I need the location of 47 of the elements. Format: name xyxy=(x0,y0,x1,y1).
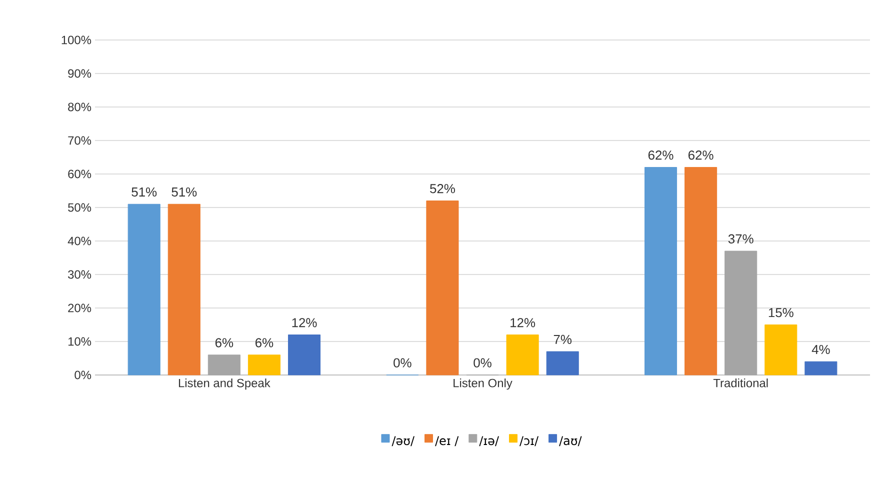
data-label: 51% xyxy=(132,187,157,197)
y-tick-label: 10% xyxy=(68,337,92,346)
bar xyxy=(426,200,459,376)
data-label: 6% xyxy=(215,338,234,348)
bar xyxy=(546,351,579,376)
y-tick-label: 60% xyxy=(68,170,92,178)
legend-label: /ɔɪ/ xyxy=(519,436,539,446)
bar xyxy=(248,354,280,376)
legend-label: /aʊ/ xyxy=(559,436,582,446)
bar xyxy=(506,334,539,376)
data-label: 12% xyxy=(510,318,536,328)
bar xyxy=(684,167,718,376)
bar xyxy=(128,204,160,376)
data-label: 62% xyxy=(688,150,714,160)
data-label: 51% xyxy=(172,187,197,197)
data-label: 0% xyxy=(474,358,492,368)
bar xyxy=(644,167,678,376)
y-tick-label: 40% xyxy=(68,236,92,246)
data-label: 12% xyxy=(292,318,317,328)
y-tick-label: 80% xyxy=(68,102,92,112)
bar xyxy=(288,334,321,376)
legend-label: /ɪə/ xyxy=(479,436,499,446)
legend-label: /əʊ/ xyxy=(392,436,415,446)
x-tick-label: Listen Only xyxy=(454,378,512,390)
y-tick-label: 100% xyxy=(62,36,92,44)
bar xyxy=(168,204,200,376)
bar xyxy=(724,250,758,376)
data-label: 0% xyxy=(394,358,412,368)
y-tick-label: 90% xyxy=(68,69,92,78)
data-label: 15% xyxy=(768,308,794,318)
data-label: 7% xyxy=(554,334,572,344)
bar xyxy=(208,354,240,376)
data-label: 37% xyxy=(728,234,754,244)
legend-label: /eɪ / xyxy=(435,436,459,446)
data-label: 52% xyxy=(430,184,455,194)
y-tick-label: 50% xyxy=(68,203,92,212)
bar xyxy=(804,361,838,376)
y-tick-label: 70% xyxy=(68,136,92,145)
data-label: 4% xyxy=(812,344,830,354)
data-label: 6% xyxy=(256,338,274,348)
bar xyxy=(764,324,798,376)
data-label: 62% xyxy=(648,150,674,160)
y-tick-label: 20% xyxy=(68,304,92,312)
x-tick-label: Listen and Speak xyxy=(178,378,270,390)
x-tick-label: Traditional xyxy=(713,378,768,388)
y-tick-label: 0% xyxy=(74,370,92,380)
y-tick-label: 30% xyxy=(68,270,92,279)
